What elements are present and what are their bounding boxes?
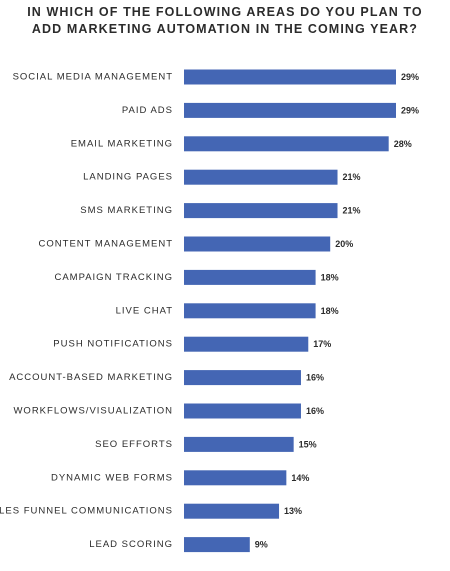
category-label: CAMPAIGN TRACKING bbox=[54, 272, 173, 283]
value-label: 20% bbox=[335, 239, 353, 249]
value-label: 17% bbox=[313, 339, 331, 349]
value-label: 18% bbox=[321, 272, 339, 282]
bar bbox=[184, 303, 316, 319]
bar-row: LANDING PAGES 21% bbox=[83, 169, 361, 185]
value-label: 13% bbox=[284, 506, 302, 516]
bar-row: CONTENT MANAGEMENT 20% bbox=[39, 236, 353, 252]
chart-title-line-2: ADD MARKETING AUTOMATION IN THE COMING Y… bbox=[31, 22, 419, 36]
category-label: EMAIL MARKETING bbox=[71, 138, 173, 149]
value-label: 14% bbox=[291, 473, 309, 483]
category-label: PUSH NOTIFICATIONS bbox=[53, 339, 173, 350]
bar bbox=[184, 269, 316, 285]
category-label: WORKFLOWS/VISUALIZATION bbox=[13, 406, 173, 417]
value-label: 29% bbox=[401, 105, 419, 115]
category-label: PAID ADS bbox=[122, 105, 173, 116]
category-label: LANDING PAGES bbox=[83, 172, 173, 183]
value-label: 16% bbox=[306, 406, 324, 416]
value-label: 15% bbox=[299, 439, 317, 449]
value-label: 9% bbox=[255, 540, 268, 550]
category-label: SEO EFFORTS bbox=[95, 439, 173, 450]
bar bbox=[184, 503, 280, 519]
bar-row: LIVE CHAT 18% bbox=[116, 303, 339, 319]
category-label: LIVE CHAT bbox=[116, 305, 173, 316]
bar-row: PAID ADS 29% bbox=[122, 102, 419, 118]
bar-row: CAMPAIGN TRACKING 18% bbox=[54, 269, 339, 285]
category-label: LEAD SCORING bbox=[89, 539, 173, 550]
bar-row: SOCIAL MEDIA MANAGEMENT 29% bbox=[13, 69, 419, 85]
value-label: 16% bbox=[306, 373, 324, 383]
category-label: SMS MARKETING bbox=[80, 205, 173, 216]
bar bbox=[184, 336, 309, 352]
category-label: SALES FUNNEL COMMUNICATIONS bbox=[0, 506, 173, 517]
bar bbox=[184, 169, 338, 185]
bar bbox=[184, 203, 338, 219]
bar-row: DYNAMIC WEB FORMS 14% bbox=[51, 470, 309, 486]
bar-row: SMS MARKETING 21% bbox=[80, 203, 361, 219]
value-label: 18% bbox=[321, 306, 339, 316]
bar bbox=[184, 470, 287, 486]
bar-row: EMAIL MARKETING 28% bbox=[71, 136, 412, 152]
bar-row: PUSH NOTIFICATIONS 17% bbox=[53, 336, 331, 352]
category-label: ACCOUNT-BASED MARKETING bbox=[9, 372, 173, 383]
bar bbox=[184, 102, 396, 118]
bar bbox=[184, 236, 331, 252]
bar bbox=[184, 136, 389, 152]
category-label: DYNAMIC WEB FORMS bbox=[51, 472, 173, 483]
category-label: SOCIAL MEDIA MANAGEMENT bbox=[13, 72, 173, 83]
bar-row: WORKFLOWS/VISUALIZATION 16% bbox=[13, 403, 324, 419]
chart-title-line-1: IN WHICH OF THE FOLLOWING AREAS DO YOU P… bbox=[27, 5, 423, 19]
bar-row: ACCOUNT-BASED MARKETING 16% bbox=[9, 370, 324, 386]
bar bbox=[184, 403, 301, 419]
bar bbox=[184, 370, 301, 386]
bar bbox=[184, 69, 396, 85]
value-label: 21% bbox=[343, 206, 361, 216]
bar-row: SALES FUNNEL COMMUNICATIONS 13% bbox=[0, 503, 302, 519]
bar-row: SEO EFFORTS 15% bbox=[95, 436, 317, 452]
value-label: 29% bbox=[401, 72, 419, 82]
bar-row: LEAD SCORING 9% bbox=[89, 537, 268, 553]
value-label: 28% bbox=[394, 139, 412, 149]
bar bbox=[184, 436, 294, 452]
chart-title: IN WHICH OF THE FOLLOWING AREAS DO YOU P… bbox=[0, 4, 450, 38]
bar bbox=[184, 537, 250, 553]
category-label: CONTENT MANAGEMENT bbox=[39, 239, 173, 250]
value-label: 21% bbox=[343, 172, 361, 182]
